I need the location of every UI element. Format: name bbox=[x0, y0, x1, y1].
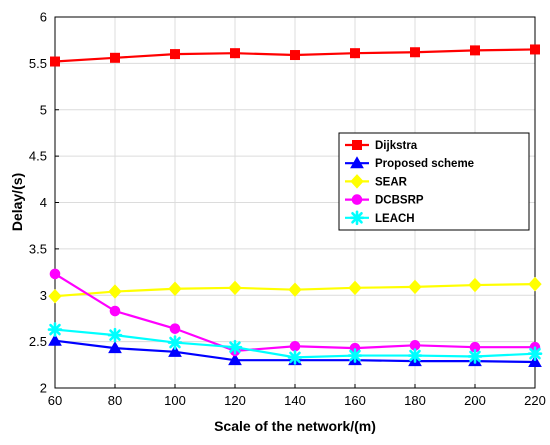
data-point bbox=[228, 280, 242, 296]
y-tick-label: 3.5 bbox=[29, 241, 47, 256]
data-point bbox=[170, 49, 180, 60]
legend-box bbox=[338, 132, 530, 231]
data-point bbox=[109, 305, 121, 317]
series-leach bbox=[47, 322, 543, 365]
ticks: 60 80 100 120 140 160 180 200 220 2 2.5 3 3.5 4 4.5 5 5.… bbox=[29, 10, 546, 409]
data-point bbox=[289, 340, 301, 352]
x-tick-label: 140 bbox=[284, 393, 306, 408]
legend-label: LEACH bbox=[375, 213, 415, 225]
data-point bbox=[110, 52, 120, 63]
data-point bbox=[410, 47, 420, 58]
data-point bbox=[467, 349, 483, 364]
x-tick-label: 200 bbox=[464, 393, 486, 408]
data-point bbox=[347, 348, 363, 363]
data-point bbox=[470, 45, 480, 56]
x-tick-label: 80 bbox=[108, 393, 122, 408]
x-axis-title: Scale of the network/(m) bbox=[214, 418, 376, 434]
y-tick-label: 2 bbox=[40, 381, 47, 396]
legend: Dijkstra Proposed scheme SEAR DCBSRP LEACH bbox=[338, 132, 530, 231]
legend-item: SEAR bbox=[345, 174, 408, 189]
data-point bbox=[227, 339, 243, 355]
legend-marker bbox=[350, 156, 364, 169]
data-point bbox=[169, 323, 181, 334]
y-tick-label: 5.5 bbox=[29, 56, 47, 71]
x-tick-label: 180 bbox=[404, 393, 426, 408]
data-point bbox=[350, 48, 360, 59]
data-point bbox=[287, 350, 303, 365]
data-point bbox=[288, 282, 302, 297]
legend-item: Proposed scheme bbox=[345, 156, 474, 170]
data-point bbox=[530, 44, 540, 55]
legend-label: SEAR bbox=[375, 176, 408, 188]
legend-marker bbox=[352, 140, 362, 150]
legend-label: Dijkstra bbox=[375, 140, 418, 152]
legend-item: DCBSRP bbox=[345, 194, 424, 207]
data-point bbox=[49, 268, 61, 280]
x-tick-label: 100 bbox=[164, 393, 186, 408]
data-point bbox=[527, 346, 543, 361]
y-tick-label: 4 bbox=[40, 195, 47, 210]
data-point bbox=[348, 280, 362, 296]
data-point bbox=[408, 279, 422, 295]
data-point bbox=[108, 341, 122, 354]
x-tick-label: 120 bbox=[224, 393, 246, 408]
x-tick-label: 220 bbox=[524, 393, 546, 408]
data-point bbox=[167, 335, 183, 350]
data-point bbox=[230, 48, 240, 59]
y-tick-label: 4.5 bbox=[29, 149, 47, 164]
y-axis-title: Delay/(s) bbox=[9, 173, 25, 231]
legend-marker bbox=[350, 174, 364, 189]
data-point bbox=[168, 344, 182, 357]
y-tick-label: 2.5 bbox=[29, 334, 47, 349]
data-point bbox=[48, 333, 62, 346]
x-tick-label: 160 bbox=[344, 393, 366, 408]
legend-marker bbox=[349, 210, 365, 226]
data-point bbox=[108, 284, 122, 299]
series-sear bbox=[48, 276, 542, 304]
legend-item: Dijkstra bbox=[345, 140, 418, 152]
legend-label: Proposed scheme bbox=[375, 158, 474, 170]
series-group bbox=[47, 44, 543, 368]
data-point bbox=[228, 353, 242, 366]
y-tick-label: 5 bbox=[40, 102, 47, 117]
data-point bbox=[168, 281, 182, 296]
x-tick-label: 60 bbox=[48, 393, 62, 408]
data-point bbox=[407, 348, 423, 363]
legend-item: LEACH bbox=[345, 210, 415, 226]
data-point bbox=[528, 355, 542, 368]
data-point bbox=[47, 322, 63, 337]
data-point bbox=[107, 327, 123, 343]
data-point bbox=[48, 288, 62, 304]
legend-label: DCBSRP bbox=[375, 195, 424, 207]
data-point bbox=[528, 276, 542, 292]
y-tick-label: 6 bbox=[40, 10, 47, 25]
legend-marker bbox=[351, 194, 363, 205]
y-tick-label: 3 bbox=[40, 288, 47, 303]
data-point bbox=[468, 277, 482, 293]
data-point bbox=[290, 50, 300, 61]
series-dijkstra bbox=[50, 44, 540, 67]
data-point bbox=[50, 56, 60, 67]
